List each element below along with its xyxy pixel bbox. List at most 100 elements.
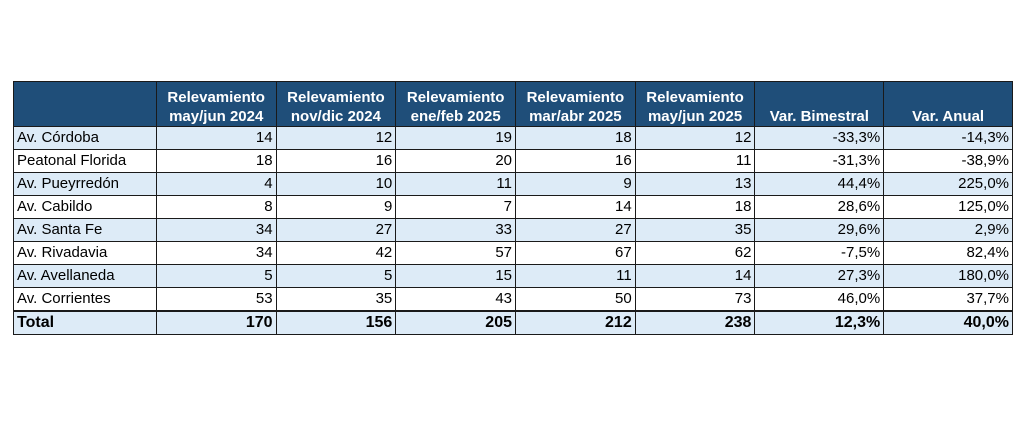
header-line2: nov/dic 2024: [290, 108, 381, 125]
header-line2: Var. Anual: [912, 108, 985, 125]
var-bimestral-cell: -31,3%: [754, 149, 885, 173]
value-cell: 18: [515, 126, 636, 150]
var-anual-cell: 125,0%: [883, 195, 1013, 219]
value-cell: 57: [395, 241, 516, 265]
header-line1: Relevamiento: [646, 89, 744, 106]
header-cell-name: [13, 81, 157, 127]
table-row: Av. Santa Fe 34 27 33 27 35 29,6% 2,9%: [13, 218, 1013, 242]
value-cell: 35: [634, 218, 756, 242]
value-cell: 16: [275, 149, 397, 173]
value-cell: 62: [634, 241, 756, 265]
value-cell: 18: [634, 195, 756, 219]
var-bimestral-cell: 28,6%: [754, 195, 885, 219]
value-cell: 9: [515, 172, 636, 196]
var-anual-cell: 225,0%: [883, 172, 1013, 196]
header-cell-survey-5: Relevamiento may/jun 2025: [634, 81, 756, 127]
var-anual-cell: -38,9%: [883, 149, 1013, 173]
header-cell-survey-4: Relevamiento mar/abr 2025: [515, 81, 636, 127]
value-cell: 4: [155, 172, 277, 196]
var-bimestral-cell: -33,3%: [754, 126, 885, 150]
header-row: Relevamiento may/jun 2024 Relevamiento nov…: [13, 81, 1013, 127]
value-cell: 13: [634, 172, 756, 196]
value-cell: 34: [155, 241, 277, 265]
table-row: Av. Pueyrredón 4 10 11 9 13 44,4% 225,0%: [13, 172, 1013, 196]
value-cell: 11: [395, 172, 516, 196]
var-bimestral-cell: 27,3%: [754, 264, 885, 288]
header-line2: Var. Bimestral: [769, 108, 869, 125]
header-cell-survey-1: Relevamiento may/jun 2024: [155, 81, 277, 127]
table-row: Av. Avellaneda 5 5 15 11 14 27,3% 180,0%: [13, 264, 1013, 288]
var-bimestral-cell: 46,0%: [754, 287, 885, 312]
value-cell: 53: [155, 287, 277, 312]
street-name-cell: Av. Avellaneda: [13, 264, 157, 288]
street-name-cell: Av. Rivadavia: [13, 241, 157, 265]
value-cell: 50: [515, 287, 636, 312]
value-cell: 43: [395, 287, 516, 312]
total-value-cell: 156: [275, 310, 397, 335]
value-cell: 42: [275, 241, 397, 265]
street-name-cell: Av. Cabildo: [13, 195, 157, 219]
header-line2: may/jun 2025: [647, 108, 743, 125]
table-row: Peatonal Florida 18 16 20 16 11 -31,3% -…: [13, 149, 1013, 173]
value-cell: 14: [634, 264, 756, 288]
street-name-cell: Av. Santa Fe: [13, 218, 157, 242]
value-cell: 7: [395, 195, 516, 219]
total-row: Total 170 156 205 212 238 12,3% 40,0%: [13, 310, 1013, 335]
var-anual-cell: 180,0%: [883, 264, 1013, 288]
header-cell-survey-3: Relevamiento ene/feb 2025: [395, 81, 516, 127]
value-cell: 19: [395, 126, 516, 150]
value-cell: 12: [275, 126, 397, 150]
value-cell: 34: [155, 218, 277, 242]
header-line2: mar/abr 2025: [529, 108, 622, 125]
table-row: Av. Cabildo 8 9 7 14 18 28,6% 125,0%: [13, 195, 1013, 219]
value-cell: 27: [275, 218, 397, 242]
header-line1: Relevamiento: [167, 89, 265, 106]
value-cell: 16: [515, 149, 636, 173]
var-anual-cell: 37,7%: [883, 287, 1013, 312]
value-cell: 27: [515, 218, 636, 242]
street-name-cell: Av. Pueyrredón: [13, 172, 157, 196]
table-row: Av. Córdoba 14 12 19 18 12 -33,3% -14,3%: [13, 126, 1013, 150]
value-cell: 14: [155, 126, 277, 150]
header-line2: ene/feb 2025: [410, 108, 501, 125]
header-line1: Relevamiento: [287, 89, 385, 106]
value-cell: 5: [155, 264, 277, 288]
var-bimestral-cell: 29,6%: [754, 218, 885, 242]
value-cell: 11: [515, 264, 636, 288]
header-line2: may/jun 2024: [169, 108, 264, 125]
value-cell: 35: [275, 287, 397, 312]
var-anual-cell: -14,3%: [883, 126, 1013, 150]
total-label-cell: Total: [13, 310, 157, 335]
total-value-cell: 205: [395, 310, 516, 335]
survey-table-container: Relevamiento may/jun 2024 Relevamiento nov…: [13, 81, 1013, 335]
street-name-cell: Av. Corrientes: [13, 287, 157, 312]
total-var-anual-cell: 40,0%: [883, 310, 1013, 335]
table-row: Av. Corrientes 53 35 43 50 73 46,0% 37,7…: [13, 287, 1013, 312]
var-anual-cell: 82,4%: [883, 241, 1013, 265]
value-cell: 67: [515, 241, 636, 265]
header-line1: Relevamiento: [406, 89, 505, 106]
value-cell: 33: [395, 218, 516, 242]
total-value-cell: 238: [634, 310, 756, 335]
survey-table: Relevamiento may/jun 2024 Relevamiento nov…: [13, 81, 1013, 335]
value-cell: 73: [634, 287, 756, 312]
header-cell-survey-2: Relevamiento nov/dic 2024: [275, 81, 397, 127]
street-name-cell: Peatonal Florida: [13, 149, 157, 173]
street-name-cell: Av. Córdoba: [13, 126, 157, 150]
header-cell-var-anual: Var. Anual: [883, 81, 1013, 127]
var-anual-cell: 2,9%: [883, 218, 1013, 242]
header-line1: Relevamiento: [526, 89, 625, 106]
total-var-bimestral-cell: 12,3%: [754, 310, 885, 335]
header-cell-var-bimestral: Var. Bimestral: [754, 81, 885, 127]
value-cell: 14: [515, 195, 636, 219]
total-value-cell: 212: [515, 310, 636, 335]
value-cell: 5: [275, 264, 397, 288]
value-cell: 18: [155, 149, 277, 173]
table-row: Av. Rivadavia 34 42 57 67 62 -7,5% 82,4%: [13, 241, 1013, 265]
total-value-cell: 170: [155, 310, 277, 335]
value-cell: 12: [634, 126, 756, 150]
value-cell: 20: [395, 149, 516, 173]
var-bimestral-cell: -7,5%: [754, 241, 885, 265]
value-cell: 8: [155, 195, 277, 219]
value-cell: 15: [395, 264, 516, 288]
